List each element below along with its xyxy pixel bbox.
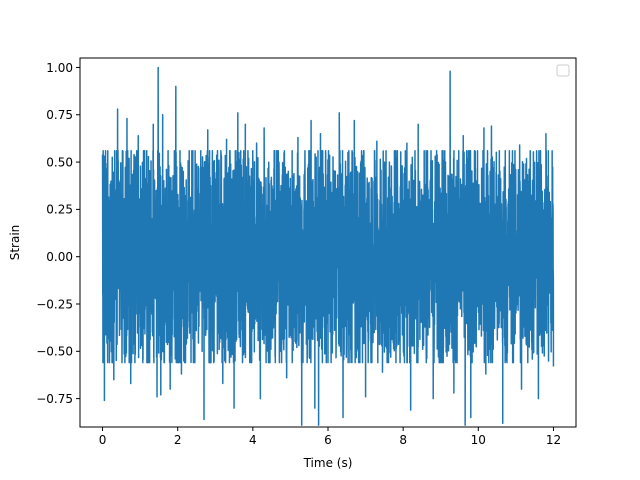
x-tick-label: 10 [471,433,486,447]
y-tick-label: −0.75 [36,392,73,406]
legend-box [556,64,570,77]
x-tick-label: 8 [399,433,407,447]
x-tick-label: 2 [174,433,182,447]
x-tick-label: 6 [324,433,332,447]
y-tick-label: 0.00 [46,250,73,264]
y-tick-label: 1.00 [46,61,73,75]
y-tick-label: −0.50 [36,345,73,359]
y-tick-label: 0.75 [46,108,73,122]
x-axis-ticks: 0 2 4 6 8 10 12 [99,427,561,447]
y-axis-label: Strain [8,225,22,261]
series-layer [101,66,555,426]
x-tick-label: 4 [249,433,257,447]
y-tick-label: 0.25 [46,203,73,217]
x-tick-label: 12 [546,433,561,447]
y-tick-label: 0.50 [46,155,73,169]
y-tick-label: −0.25 [36,297,73,311]
x-axis-label: Time (s) [303,456,353,470]
x-tick-label: 0 [99,433,107,447]
y-axis-ticks: −0.75 −0.50 −0.25 0.00 0.25 0.50 0.75 1.00 [36,61,80,406]
strain-series-line [101,66,555,426]
